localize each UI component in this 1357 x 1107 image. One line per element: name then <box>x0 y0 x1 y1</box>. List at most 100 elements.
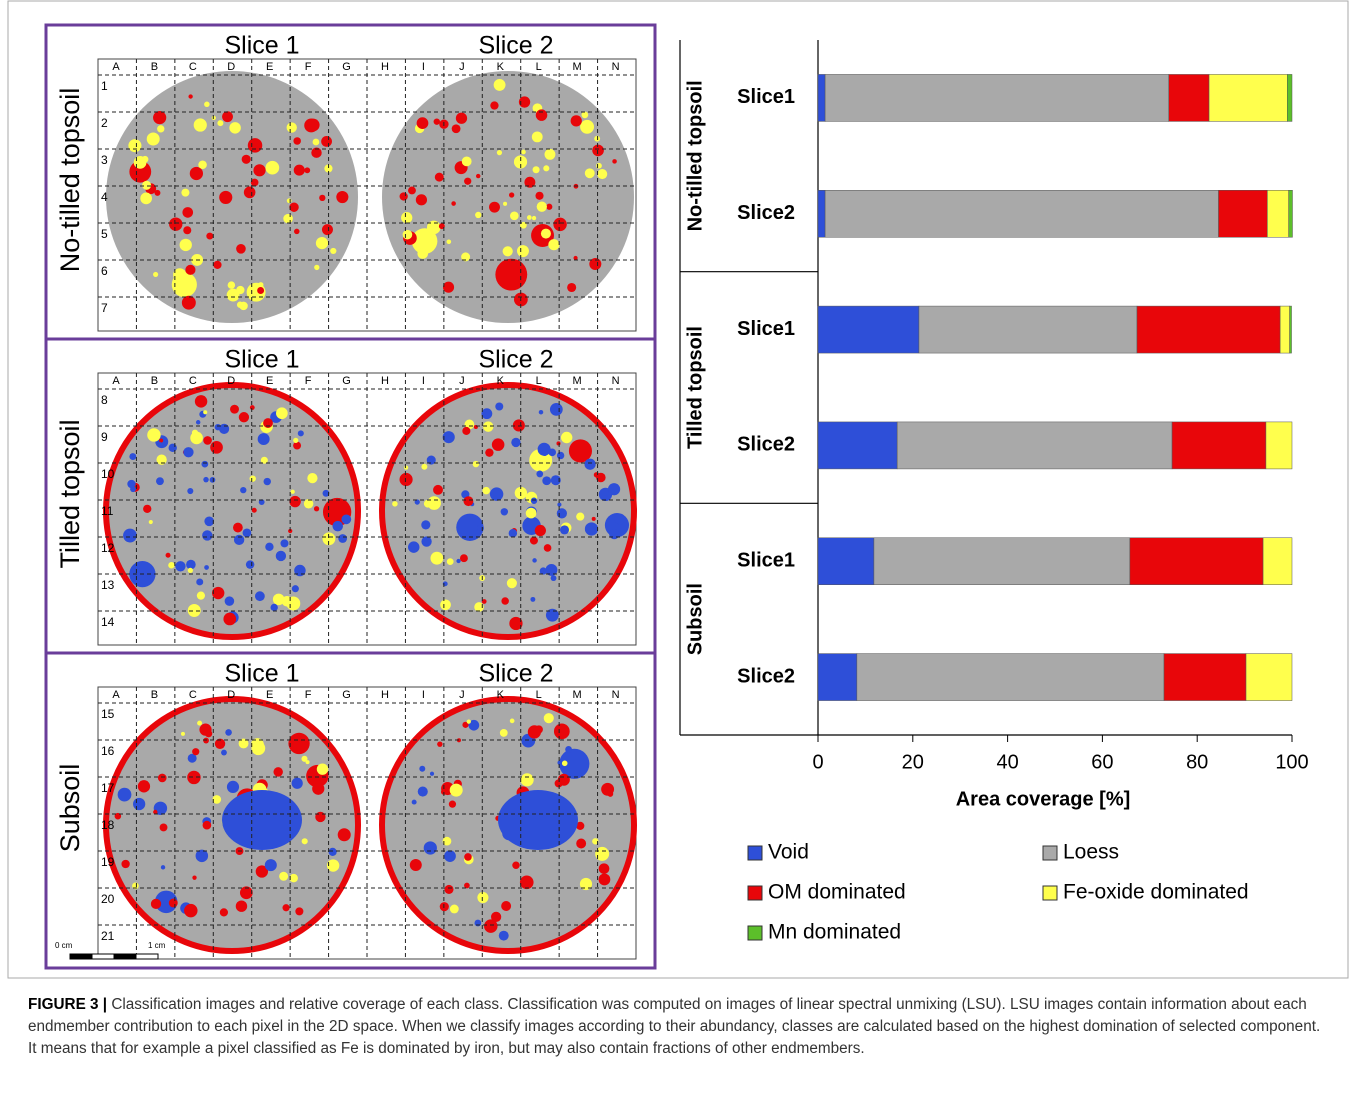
slice-feature <box>121 860 129 868</box>
slice-feature <box>293 442 301 450</box>
column-label: B <box>151 375 158 387</box>
slice-feature <box>601 783 614 796</box>
slice-feature <box>580 120 594 134</box>
slice-feature <box>557 452 564 459</box>
slice-feature <box>473 461 479 467</box>
slice-feature <box>212 587 224 599</box>
row-label: 1 <box>101 79 108 93</box>
slice-feature <box>551 575 557 581</box>
row-label: 14 <box>101 615 115 629</box>
slice-feature <box>481 408 492 419</box>
slice-feature <box>236 900 247 911</box>
slice-feature <box>403 230 413 240</box>
column-label: J <box>459 375 465 387</box>
slice-feature <box>485 448 493 456</box>
soil-slice <box>106 385 358 637</box>
slice-feature <box>341 514 351 524</box>
page: No-tilled topsoilABCDEFGHIJKLMN1234567Sl… <box>0 0 1357 1107</box>
row-label: 8 <box>101 393 108 407</box>
slice-feature <box>295 907 303 915</box>
legend-label: OM dominated <box>768 881 906 904</box>
slice-feature <box>513 419 525 431</box>
slice-feature <box>463 496 473 506</box>
slice-feature <box>142 181 151 190</box>
slice-feature <box>560 525 569 534</box>
slice-feature <box>435 173 444 182</box>
bar-segment <box>1289 190 1293 237</box>
bar-segment <box>825 74 1169 121</box>
slice-feature <box>520 875 534 889</box>
slice-feature <box>225 729 232 736</box>
slice-feature <box>258 282 263 287</box>
slice-feature <box>230 405 239 414</box>
slice-feature <box>548 239 559 250</box>
slice-feature <box>188 568 193 573</box>
slice-feature <box>143 505 151 513</box>
slice-feature <box>535 725 543 733</box>
slice-feature <box>421 536 431 546</box>
slice-feature <box>330 248 336 254</box>
slice-feature <box>332 521 343 532</box>
slice-feature <box>430 552 443 565</box>
slice-feature <box>181 189 189 197</box>
slice-title: Slice 2 <box>478 32 553 60</box>
legend-swatch <box>1043 846 1057 860</box>
slice-feature <box>499 931 509 941</box>
slice-feature <box>501 597 509 605</box>
slice-feature <box>509 192 514 197</box>
slice-feature <box>182 207 193 218</box>
slice-feature <box>574 256 578 260</box>
category-label: Slice2 <box>737 202 795 224</box>
slice-feature <box>250 475 256 481</box>
slice-feature <box>169 217 182 230</box>
row-label: 9 <box>101 430 108 444</box>
slice-feature <box>585 168 595 178</box>
slice-feature <box>282 904 289 911</box>
slice-feature <box>203 410 207 414</box>
slice-feature <box>410 859 422 871</box>
bar-segment <box>1137 306 1280 353</box>
slice-feature <box>313 139 320 146</box>
slice-feature <box>553 218 566 231</box>
slice-feature <box>188 94 192 98</box>
bar-segment <box>818 74 825 121</box>
slice-feature <box>536 109 548 121</box>
slice-feature <box>156 477 164 485</box>
slice-feature <box>265 859 277 871</box>
x-tick-label: 80 <box>1186 751 1208 773</box>
x-axis-title: Area coverage [%] <box>956 788 1131 810</box>
slice-feature <box>433 485 443 495</box>
scale-label: 1 cm <box>148 941 166 950</box>
slice-feature <box>556 441 560 445</box>
slice-feature <box>153 111 166 124</box>
slice-feature <box>550 403 563 416</box>
slice-feature <box>503 202 507 206</box>
slice-feature <box>495 403 503 411</box>
slice-feature <box>444 885 453 894</box>
slice-feature <box>392 501 398 507</box>
bar-segment <box>1290 306 1292 353</box>
slice-feature <box>434 118 440 124</box>
slice-feature <box>192 430 198 436</box>
slice-feature <box>239 412 249 422</box>
slice-feature <box>596 163 602 169</box>
slice-feature <box>185 265 195 275</box>
slice-feature <box>183 226 191 234</box>
slice-title: Slice 2 <box>478 346 553 374</box>
slice-feature <box>544 544 552 552</box>
bar-segment <box>818 306 919 353</box>
slice-feature <box>140 193 152 205</box>
column-label: F <box>305 375 312 387</box>
scale-bar <box>70 954 92 959</box>
slice-feature <box>510 719 515 724</box>
column-label: F <box>305 61 312 73</box>
slice-feature <box>576 512 584 520</box>
column-label: E <box>266 689 273 701</box>
slice-feature <box>554 723 570 739</box>
slice-feature <box>532 558 536 562</box>
slice-feature <box>223 613 236 626</box>
slice-feature <box>492 438 505 451</box>
slice-feature <box>317 763 328 774</box>
soil-slice <box>106 71 358 323</box>
